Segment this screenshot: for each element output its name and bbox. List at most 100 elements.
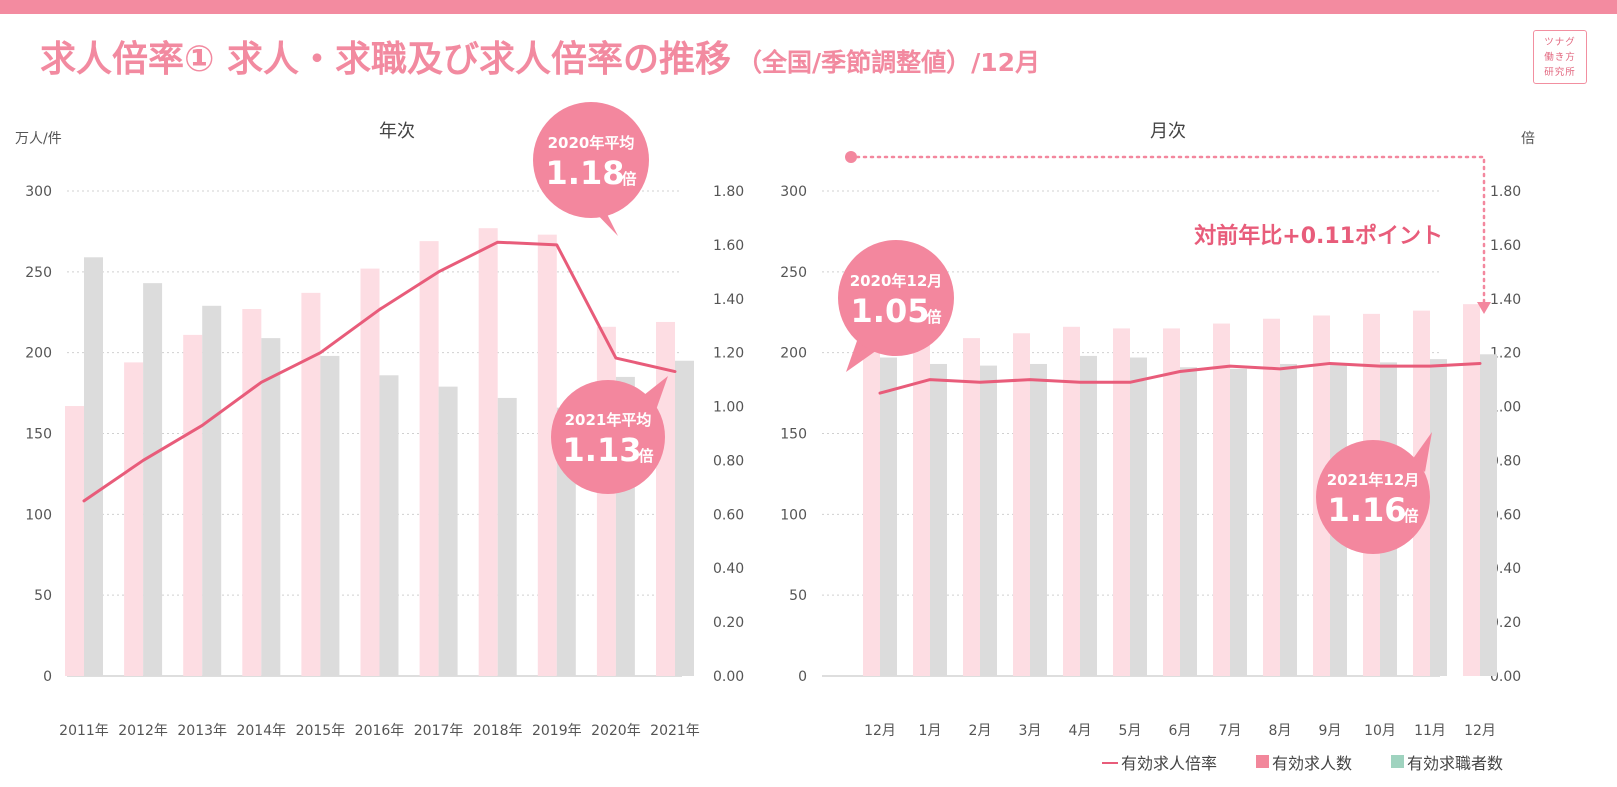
monthly-2020-12-bubble-unit: 倍 bbox=[926, 308, 941, 326]
annual-category-label: 2017年 bbox=[414, 723, 464, 739]
monthly-category-label: 2月 bbox=[969, 723, 992, 739]
annual-bar-offers bbox=[478, 228, 498, 676]
annual-bar-offers bbox=[419, 241, 439, 676]
annual-bar-offers bbox=[360, 268, 380, 676]
comparison-dotted-arrow bbox=[855, 155, 1486, 310]
annual-bar-offers bbox=[183, 334, 203, 676]
monthly-right-tick-label: 1.20 bbox=[1490, 346, 1521, 362]
legend-offers-swatch bbox=[1256, 755, 1269, 768]
annual-bar-seekers bbox=[261, 338, 281, 676]
monthly-right-tick-label: 1.80 bbox=[1490, 184, 1521, 200]
annual-category-label: 2012年 bbox=[118, 723, 168, 739]
monthly-bar-seekers bbox=[880, 357, 897, 676]
annual-right-tick-label: 0.40 bbox=[713, 561, 744, 577]
comparison-start-dot bbox=[845, 151, 857, 163]
monthly-bar-seekers bbox=[1230, 368, 1247, 676]
annual-left-tick-label: 100 bbox=[25, 507, 52, 523]
monthly-bar-offers bbox=[1063, 326, 1080, 676]
annual-axis-unit: 万人/件 bbox=[15, 131, 62, 147]
annual-2021-bubble-label: 2021年平均 bbox=[565, 411, 652, 429]
annual-category-label: 2020年 bbox=[591, 723, 641, 739]
monthly-category-label: 10月 bbox=[1364, 723, 1396, 739]
monthly-right-tick-label: 0.40 bbox=[1490, 561, 1521, 577]
monthly-bar-seekers bbox=[1080, 355, 1097, 676]
comparison-arrowhead bbox=[1477, 302, 1491, 314]
annual-category-label: 2011年 bbox=[59, 723, 109, 739]
annual-right-tick-label: 0.80 bbox=[713, 453, 744, 469]
monthly-2020-12-bubble bbox=[838, 240, 954, 356]
brand-logo: ツナグ 働き方 研究所 bbox=[1533, 30, 1587, 84]
annual-bar-offers bbox=[301, 292, 321, 676]
annual-bar-seekers bbox=[84, 257, 103, 676]
monthly-right-tick-label: 0.80 bbox=[1490, 453, 1521, 469]
annual-right-tick-label: 0.20 bbox=[713, 615, 744, 631]
annual-bar-seekers bbox=[675, 360, 694, 676]
annual-right-tick-label: 1.60 bbox=[713, 238, 744, 254]
annual-bar-seekers bbox=[497, 397, 517, 676]
monthly-bar-seekers bbox=[1480, 354, 1497, 676]
legend-seekers-label: 有効求職者数 bbox=[1407, 754, 1503, 773]
monthly-left-tick-label: 200 bbox=[780, 346, 807, 362]
annual-left-tick-label: 200 bbox=[25, 346, 52, 362]
title-main: 求人倍率① 求人・求職及び求人倍率の推移 bbox=[40, 39, 732, 80]
monthly-bar-offers bbox=[1213, 323, 1230, 676]
monthly-2021-12-bubble-value: 1.16 bbox=[1328, 491, 1407, 529]
annual-bar-offers bbox=[537, 234, 557, 676]
annual-ratio-line bbox=[82, 240, 677, 503]
annual-left-tick-label: 300 bbox=[25, 184, 52, 200]
annual-bar-seekers bbox=[202, 305, 222, 676]
monthly-category-label: 3月 bbox=[1019, 723, 1042, 739]
monthly-category-label: 5月 bbox=[1119, 723, 1142, 739]
annual-right-tick-label: 0.00 bbox=[713, 669, 744, 685]
monthly-category-label: 7月 bbox=[1219, 723, 1242, 739]
annual-category-label: 2018年 bbox=[473, 723, 523, 739]
monthly-2021-12-bubble-unit: 倍 bbox=[1403, 507, 1418, 525]
logo-line-3: 研究所 bbox=[1544, 67, 1576, 78]
annual-bar-offers bbox=[596, 326, 616, 676]
monthly-bar-offers bbox=[1163, 328, 1180, 676]
monthly-bar-seekers bbox=[1030, 363, 1047, 676]
annual-bar-seekers bbox=[379, 375, 399, 676]
annual-2021-bubble bbox=[551, 380, 665, 494]
annual-2020-bubble-unit: 倍 bbox=[621, 170, 636, 188]
monthly-right-tick-label: 1.40 bbox=[1490, 292, 1521, 308]
annual-bar-offers bbox=[242, 309, 262, 676]
monthly-2021-12-bubble bbox=[1316, 440, 1430, 554]
monthly-bar-seekers bbox=[1280, 363, 1297, 676]
monthly-category-label: 6月 bbox=[1169, 723, 1192, 739]
monthly-right-tick-label: 0.00 bbox=[1490, 669, 1521, 685]
annual-category-label: 2016年 bbox=[355, 723, 405, 739]
annual-right-tick-label: 1.80 bbox=[713, 184, 744, 200]
monthly-bar-offers bbox=[1463, 304, 1480, 676]
annual-bar-seekers bbox=[438, 386, 458, 676]
legend-seekers-swatch bbox=[1391, 755, 1404, 768]
monthly-category-label: 12月 bbox=[1464, 723, 1496, 739]
annual-bar-seekers bbox=[320, 355, 340, 676]
monthly-bar-seekers bbox=[980, 365, 997, 676]
annual-bar-offers bbox=[124, 362, 144, 676]
monthly-bar-offers bbox=[1263, 318, 1280, 676]
legend-offers-label: 有効求人数 bbox=[1272, 754, 1352, 773]
annual-bar-seekers bbox=[143, 283, 163, 676]
annual-left-tick-label: 150 bbox=[25, 427, 52, 443]
monthly-category-label: 4月 bbox=[1069, 723, 1092, 739]
top-accent-bar bbox=[0, 0, 1617, 14]
annual-right-tick-label: 1.00 bbox=[713, 400, 744, 416]
title-month: /12月 bbox=[971, 48, 1041, 77]
annual-bar-offers bbox=[65, 406, 84, 676]
annual-2021-bubble-unit: 倍 bbox=[638, 447, 653, 465]
monthly-axis-unit: 倍 bbox=[1521, 131, 1535, 147]
annual-category-label: 2013年 bbox=[177, 723, 227, 739]
monthly-right-tick-label: 0.20 bbox=[1490, 615, 1521, 631]
legend-ratio-label: 有効求人倍率 bbox=[1121, 754, 1217, 773]
monthly-left-tick-label: 50 bbox=[789, 588, 807, 604]
monthly-category-label: 9月 bbox=[1319, 723, 1342, 739]
monthly-bar-offers bbox=[863, 341, 880, 676]
monthly-category-label: 1月 bbox=[919, 723, 942, 739]
monthly-bar-seekers bbox=[1180, 367, 1197, 676]
annual-category-label: 2015年 bbox=[296, 723, 346, 739]
annual-right-tick-label: 1.40 bbox=[713, 292, 744, 308]
monthly-category-label: 8月 bbox=[1269, 723, 1292, 739]
annual-2021-bubble-value: 1.13 bbox=[563, 431, 642, 469]
